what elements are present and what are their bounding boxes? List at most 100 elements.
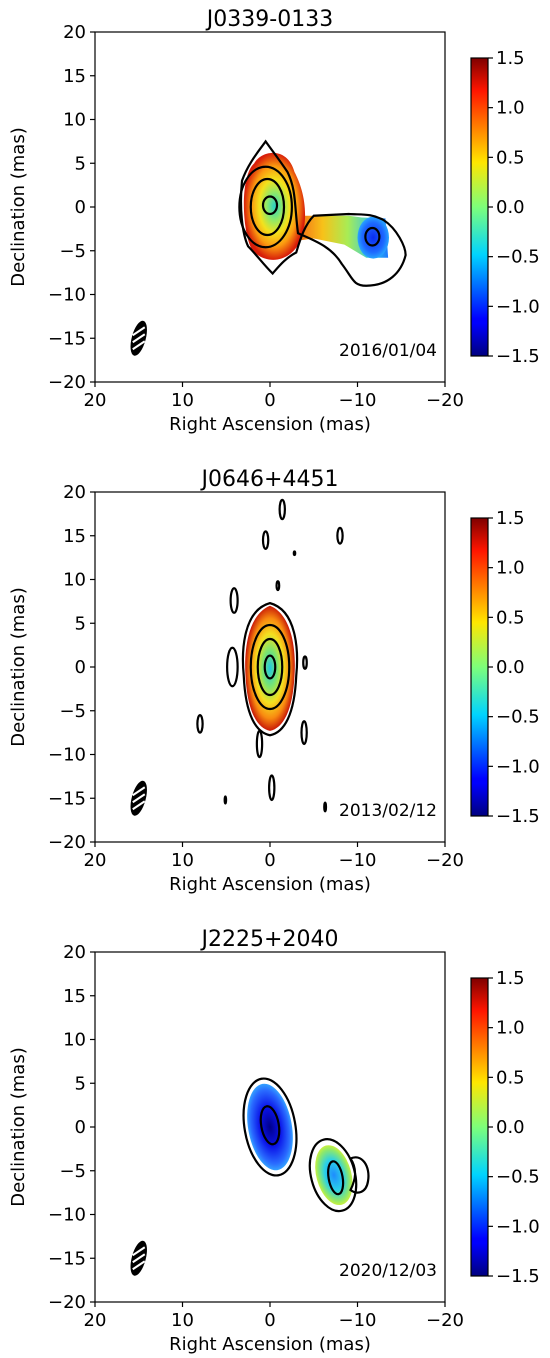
- noise-contour: [261, 530, 270, 550]
- x-tick-label: 20: [84, 1310, 107, 1331]
- y-tick-label: −10: [48, 285, 86, 306]
- y-tick-label: −20: [48, 832, 86, 853]
- y-tick-label: 10: [63, 110, 86, 131]
- colorbar-tick-label: −1.0: [496, 1216, 540, 1237]
- colorbar-tick-label: −0.5: [496, 247, 540, 268]
- contour-knot: [364, 226, 381, 247]
- y-tick-label: −15: [48, 1248, 86, 1269]
- colorbar-tick-label: 0.0: [496, 657, 525, 678]
- y-tick-label: −5: [59, 1161, 86, 1182]
- x-tick-label: 10: [171, 1310, 194, 1331]
- y-axis-label: Declination (mas): [8, 127, 29, 286]
- y-tick-label: −5: [59, 241, 86, 262]
- chart-title: J0339-0133: [205, 7, 333, 32]
- chart-title: J0646+4451: [200, 467, 339, 492]
- chart-title: J2225+2040: [200, 927, 339, 952]
- epoch-date: 2016/01/04: [339, 341, 437, 361]
- noise-contour: [300, 720, 308, 746]
- colorbar-tick-label: 1.5: [496, 48, 525, 69]
- x-tick-label: 20: [84, 850, 107, 871]
- beam-ellipse: [130, 320, 147, 356]
- y-tick-label: 0: [75, 197, 86, 218]
- colorbar-tick-label: 0.0: [496, 1117, 525, 1138]
- colorbar-tick-label: 1.0: [496, 558, 525, 579]
- contour-outer: [241, 601, 299, 737]
- image-layer: [242, 1077, 370, 1213]
- noise-contour: [323, 801, 328, 813]
- colorbar-tick-label: 0.5: [496, 1067, 525, 1088]
- x-axis-label: Right Ascension (mas): [169, 874, 371, 895]
- beam-ellipse: [130, 780, 147, 816]
- y-axis-label: Declination (mas): [8, 587, 29, 746]
- colorbar-tick-label: −0.5: [496, 707, 540, 728]
- contour-extension: [348, 1156, 370, 1194]
- contours: [242, 1077, 370, 1213]
- colorbar-tick-label: 0.0: [496, 197, 525, 218]
- noise-contour: [292, 550, 297, 557]
- y-tick-label: 20: [63, 482, 86, 503]
- x-tick-label: −20: [426, 390, 464, 411]
- x-tick-label: 20: [84, 390, 107, 411]
- core-emission: [247, 1083, 293, 1171]
- y-tick-label: 5: [75, 613, 86, 634]
- y-tick-label: 5: [75, 1073, 86, 1094]
- y-tick-label: 10: [63, 570, 86, 591]
- noise-contour: [278, 498, 286, 521]
- y-tick-label: 0: [75, 657, 86, 678]
- jet-knot-emission: [357, 216, 389, 259]
- contour-4: [261, 195, 279, 216]
- contour-2: [238, 165, 293, 249]
- y-tick-label: 15: [63, 66, 86, 87]
- y-tick-label: −5: [59, 701, 86, 722]
- y-tick-label: 20: [63, 942, 86, 963]
- contours: [196, 498, 344, 813]
- beam-ellipse: [130, 1240, 147, 1276]
- y-tick-label: −20: [48, 372, 86, 393]
- colorbar-tick-label: 1.0: [496, 98, 525, 119]
- colorbar-tick-label: 1.0: [496, 1018, 525, 1039]
- y-tick-label: −15: [48, 328, 86, 349]
- x-tick-label: −20: [426, 850, 464, 871]
- colorbar-tick-label: 0.5: [496, 147, 525, 168]
- y-tick-label: 15: [63, 986, 86, 1007]
- y-tick-label: −10: [48, 1205, 86, 1226]
- noise-contour: [302, 655, 308, 670]
- x-tick-label: 0: [264, 1310, 275, 1331]
- colorbar-tick-label: −1.0: [496, 756, 540, 777]
- x-tick-label: 10: [171, 390, 194, 411]
- noise-contour: [226, 646, 239, 688]
- contours: [238, 139, 407, 287]
- noise-contour: [229, 587, 239, 614]
- contour-4: [263, 654, 277, 680]
- contour-2: [249, 623, 291, 711]
- epoch-date: 2020/12/03: [339, 1261, 437, 1281]
- image-layer: [196, 498, 344, 813]
- colorbar: 1.5 1.0 0.5 0.0 −0.5 −1.0 −1.5: [470, 968, 540, 1287]
- image-layer: [238, 139, 407, 287]
- x-tick-label: −10: [339, 1310, 377, 1331]
- x-axis-label: Right Ascension (mas): [169, 1334, 371, 1355]
- epoch-date: 2013/02/12: [339, 801, 437, 821]
- y-tick-label: 20: [63, 22, 86, 43]
- y-tick-label: 15: [63, 526, 86, 547]
- contour-outer: [242, 1077, 298, 1177]
- y-tick-label: −20: [48, 1292, 86, 1313]
- noise-contour: [255, 729, 264, 759]
- noise-contour: [196, 714, 204, 734]
- x-tick-label: 10: [171, 850, 194, 871]
- noise-contour: [336, 526, 344, 545]
- x-axis-label: Right Ascension (mas): [169, 414, 371, 435]
- colorbar-tick-label: −1.5: [496, 346, 540, 367]
- noise-contour: [268, 774, 276, 802]
- colorbar-tick-label: 0.5: [496, 607, 525, 628]
- y-tick-label: 10: [63, 1030, 86, 1051]
- x-tick-label: −10: [339, 390, 377, 411]
- y-tick-label: 0: [75, 1117, 86, 1138]
- y-tick-label: −15: [48, 788, 86, 809]
- colorbar-tick-label: −0.5: [496, 1167, 540, 1188]
- x-tick-label: 0: [264, 850, 275, 871]
